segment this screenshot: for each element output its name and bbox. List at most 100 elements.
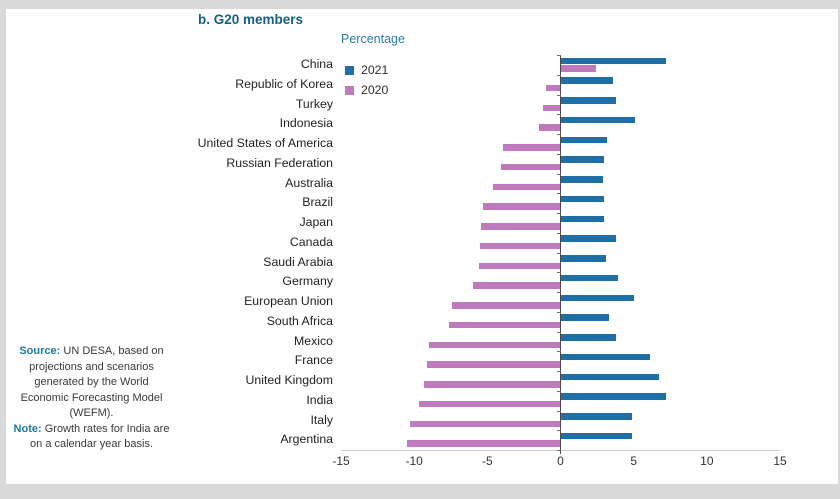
category-label: Japan [299,215,333,229]
category-tick [556,331,561,333]
source-note-block: Source: UN DESA, based on projections an… [10,344,173,453]
category-tick [556,213,561,214]
category-label: Germany [282,274,333,289]
bar-2020 [480,242,561,250]
category-tick [556,311,561,313]
category-label: Republic of Korea [235,76,333,91]
category-tick [556,371,561,372]
bar-2020 [472,282,561,289]
chart-title: b. G20 members [198,12,304,27]
category-label: India [306,392,333,407]
category-label: United Kingdom [245,373,334,387]
bar-2021 [560,97,617,104]
source-note: Source: UN DESA, based on projections an… [10,344,173,422]
category-tick [556,94,561,96]
category-label: Turkey [295,96,333,111]
legend: 2021 2020 [345,60,388,100]
bar-2021 [560,136,608,143]
bar-2020 [452,302,561,309]
category-tick [556,114,561,116]
bar-2021 [560,255,606,262]
bar-2021 [560,57,666,64]
category-label: Saudi Arabia [263,254,333,269]
bar-2021 [560,116,636,124]
x-axis-tick-labels: -15 -10 -5 0 5 10 15 [332,454,786,470]
bar-2020 [542,104,561,111]
bar-2020 [424,381,561,388]
bar-2021 [560,215,605,222]
bar-2020 [545,84,561,92]
category-labels: China Republic of Korea Turkey Indonesia Uni… [120,55,333,450]
note-text: Growth rates for India are on a calendar… [30,422,170,451]
category-label: Canada [289,234,333,249]
bar-2020 [481,223,561,230]
bar-2021 [560,334,617,341]
category-tick [556,173,561,175]
category-tick [556,55,561,56]
x-tick-label: 0 [557,454,564,468]
category-label: Brazil [302,195,333,210]
legend-item-2020: 2020 [345,80,388,100]
bar-2020 [500,163,561,171]
bar-2021 [560,77,614,84]
bar-2020 [418,400,561,408]
bar-2021 [560,373,659,380]
bar-2020 [493,183,561,190]
bar-2020 [503,144,561,151]
category-tick [556,390,561,392]
category-label: United States of America [197,136,333,150]
x-tick-label: 15 [773,454,787,468]
x-tick-label: -5 [481,454,493,468]
category-label: Indonesia [279,116,333,131]
category-tick [556,134,561,135]
legend-swatch-2021 [345,65,354,75]
category-tick [556,272,561,274]
bar-2021 [560,176,603,183]
category-label: Argentina [280,432,333,447]
source-text: UN DESA, based on projections and scenar… [20,345,164,419]
category-tick [556,153,561,155]
category-label: China [300,57,333,71]
bar-2021 [560,195,605,203]
category-label: European Union [244,294,333,308]
bar-2020 [449,321,561,329]
category-tick [556,252,561,254]
category-tick [556,450,561,451]
category-tick [556,193,561,195]
bar-2021 [560,156,605,163]
bar-2020 [482,203,561,210]
bar-2021 [560,314,609,321]
zero-axis-line [560,55,561,454]
category-label: Australia [285,175,333,190]
legend-label-2020: 2020 [361,83,389,97]
bar-2021 [560,353,650,361]
category-label: Italy [310,412,333,427]
category-tick [556,292,561,293]
category-label: France [294,353,333,368]
bar-2020 [427,361,561,368]
note-label: Note: [13,422,42,435]
legend-swatch-2020 [345,85,354,95]
x-tick-label: 10 [700,454,714,468]
category-tick [556,351,561,353]
plot-area [341,55,780,454]
bar-2021 [560,432,633,440]
bar-2021 [560,274,618,282]
bar-2021 [560,294,634,301]
category-tick [556,232,561,234]
bar-2020 [409,420,561,427]
x-axis-title: Percentage [341,32,405,46]
bar-2020 [478,262,561,269]
bar-2020 [406,440,561,447]
category-tick [556,410,561,412]
x-tick-label: -15 [332,454,350,468]
bar-2020 [428,341,561,348]
india-note: Note: Growth rates for India are on a ca… [10,422,173,453]
bar-2021 [560,393,666,400]
bar-2020 [538,124,561,131]
category-tick [556,74,561,76]
bar-2021 [560,235,617,242]
source-label: Source: [19,345,61,357]
bar-2020 [560,65,596,72]
